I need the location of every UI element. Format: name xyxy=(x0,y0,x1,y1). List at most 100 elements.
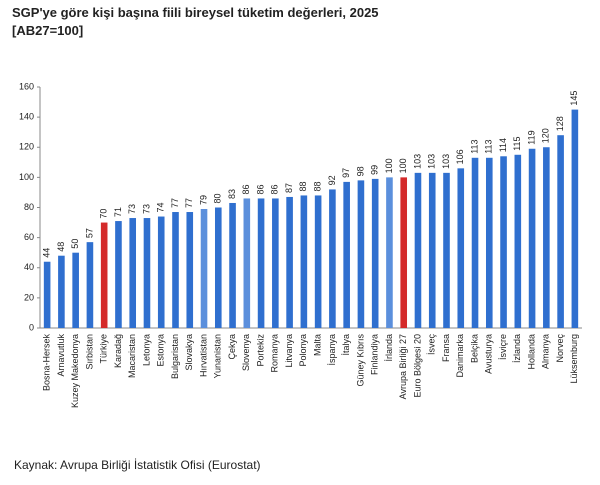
bar xyxy=(471,157,479,328)
x-tick-label: Malta xyxy=(313,334,323,356)
value-label: 86 xyxy=(255,184,265,194)
value-label: 114 xyxy=(498,138,508,152)
x-tick-label: Avrupa Birliği 27 xyxy=(398,334,408,399)
x-tick-label: Türkiye xyxy=(99,334,109,364)
x-tick-label: İsviçre xyxy=(498,334,508,360)
value-label: 44 xyxy=(42,248,52,258)
value-label: 98 xyxy=(355,166,365,176)
value-label: 115 xyxy=(512,136,522,150)
x-tick-label: İspanya xyxy=(327,334,337,366)
value-label: 57 xyxy=(84,228,94,238)
x-tick-label: Fransa xyxy=(441,334,451,362)
x-tick-label: Romanya xyxy=(270,334,280,373)
bar xyxy=(229,202,236,328)
chart-title: SGP'ye göre kişi başına fiili bireysel t… xyxy=(12,5,379,20)
bar xyxy=(72,252,79,328)
x-tick-label: İrlanda xyxy=(384,334,394,362)
x-tick-label: Danimarka xyxy=(455,334,465,378)
value-label: 97 xyxy=(341,168,351,178)
bar xyxy=(457,168,465,328)
x-tick-label: Polonya xyxy=(298,334,308,367)
value-label: 103 xyxy=(427,154,437,169)
bar xyxy=(286,196,293,328)
bar xyxy=(386,177,393,328)
y-tick-label: 80 xyxy=(24,202,34,212)
value-label: 99 xyxy=(370,165,380,175)
value-label: 77 xyxy=(170,198,180,208)
x-tick-label: Güney Kıbrıs xyxy=(355,334,365,387)
bar xyxy=(86,242,94,328)
bar xyxy=(186,212,194,328)
value-label: 71 xyxy=(113,207,123,217)
value-label: 92 xyxy=(327,175,337,185)
bar xyxy=(58,255,65,328)
x-tick-label: Slovakya xyxy=(184,334,194,371)
bar xyxy=(571,109,579,328)
y-tick-label: 40 xyxy=(24,262,34,272)
bar xyxy=(343,181,350,328)
bar xyxy=(528,148,536,328)
bar xyxy=(314,195,322,328)
x-tick-label: Bulgaristan xyxy=(170,334,180,379)
value-label: 100 xyxy=(384,158,394,173)
x-tick-label: Yunanistan xyxy=(213,334,223,379)
bar xyxy=(371,178,379,328)
y-tick-label: 100 xyxy=(19,172,34,182)
x-tick-label: Bosna-Hersek xyxy=(42,334,52,392)
bar xyxy=(428,172,436,328)
x-tick-label: İsveç xyxy=(427,334,437,356)
bar xyxy=(300,195,308,328)
value-label: 106 xyxy=(455,149,465,164)
value-label: 128 xyxy=(555,116,565,131)
bar xyxy=(557,135,564,328)
value-label: 87 xyxy=(284,183,294,193)
x-tick-label: Euro Bölgesi 20 xyxy=(412,334,422,398)
bar xyxy=(200,209,208,328)
value-label: 73 xyxy=(127,204,137,214)
x-tick-label: Hırvatistan xyxy=(198,334,208,377)
bar xyxy=(500,156,507,328)
bar xyxy=(414,172,422,328)
bar xyxy=(272,198,279,328)
value-label: 100 xyxy=(398,158,408,173)
x-tick-label: İzlanda xyxy=(512,334,522,363)
x-tick-label: Finlandiya xyxy=(370,334,380,375)
bar xyxy=(357,180,365,328)
y-tick-label: 60 xyxy=(24,232,34,242)
bar xyxy=(157,216,165,328)
value-label: 86 xyxy=(270,184,280,194)
value-label: 88 xyxy=(313,181,323,191)
chart-subtitle: [AB27=100] xyxy=(12,23,83,38)
bar xyxy=(243,198,251,328)
value-label: 50 xyxy=(70,239,80,249)
value-label: 70 xyxy=(99,209,109,219)
bar xyxy=(543,147,550,328)
x-tick-label: Lüksemburg xyxy=(569,334,579,384)
value-label: 103 xyxy=(441,154,451,169)
value-label: 145 xyxy=(569,91,579,106)
x-tick-label: Avusturya xyxy=(484,334,494,374)
y-tick-label: 120 xyxy=(19,142,34,152)
x-tick-label: İtalya xyxy=(341,334,351,356)
bar xyxy=(100,222,108,328)
bar xyxy=(329,189,336,328)
y-tick-label: 160 xyxy=(19,81,34,91)
x-tick-label: Slovenya xyxy=(241,334,251,371)
x-tick-label: Çekya xyxy=(227,334,237,360)
x-tick-label: Litvanya xyxy=(284,334,294,368)
x-tick-label: Letonya xyxy=(141,334,151,366)
x-tick-label: Hollanda xyxy=(526,334,536,370)
value-label: 86 xyxy=(241,184,251,194)
x-tick-label: Karadağ xyxy=(113,334,123,368)
value-label: 119 xyxy=(526,130,536,144)
x-tick-label: Portekiz xyxy=(255,334,265,367)
value-label: 79 xyxy=(198,195,208,205)
bar xyxy=(443,172,450,328)
value-label: 113 xyxy=(469,139,479,153)
value-label: 77 xyxy=(184,198,194,208)
x-tick-label: Almanya xyxy=(541,334,551,369)
y-tick-label: 20 xyxy=(24,292,34,302)
value-label: 73 xyxy=(141,204,151,214)
x-tick-label: Macaristan xyxy=(127,334,137,378)
